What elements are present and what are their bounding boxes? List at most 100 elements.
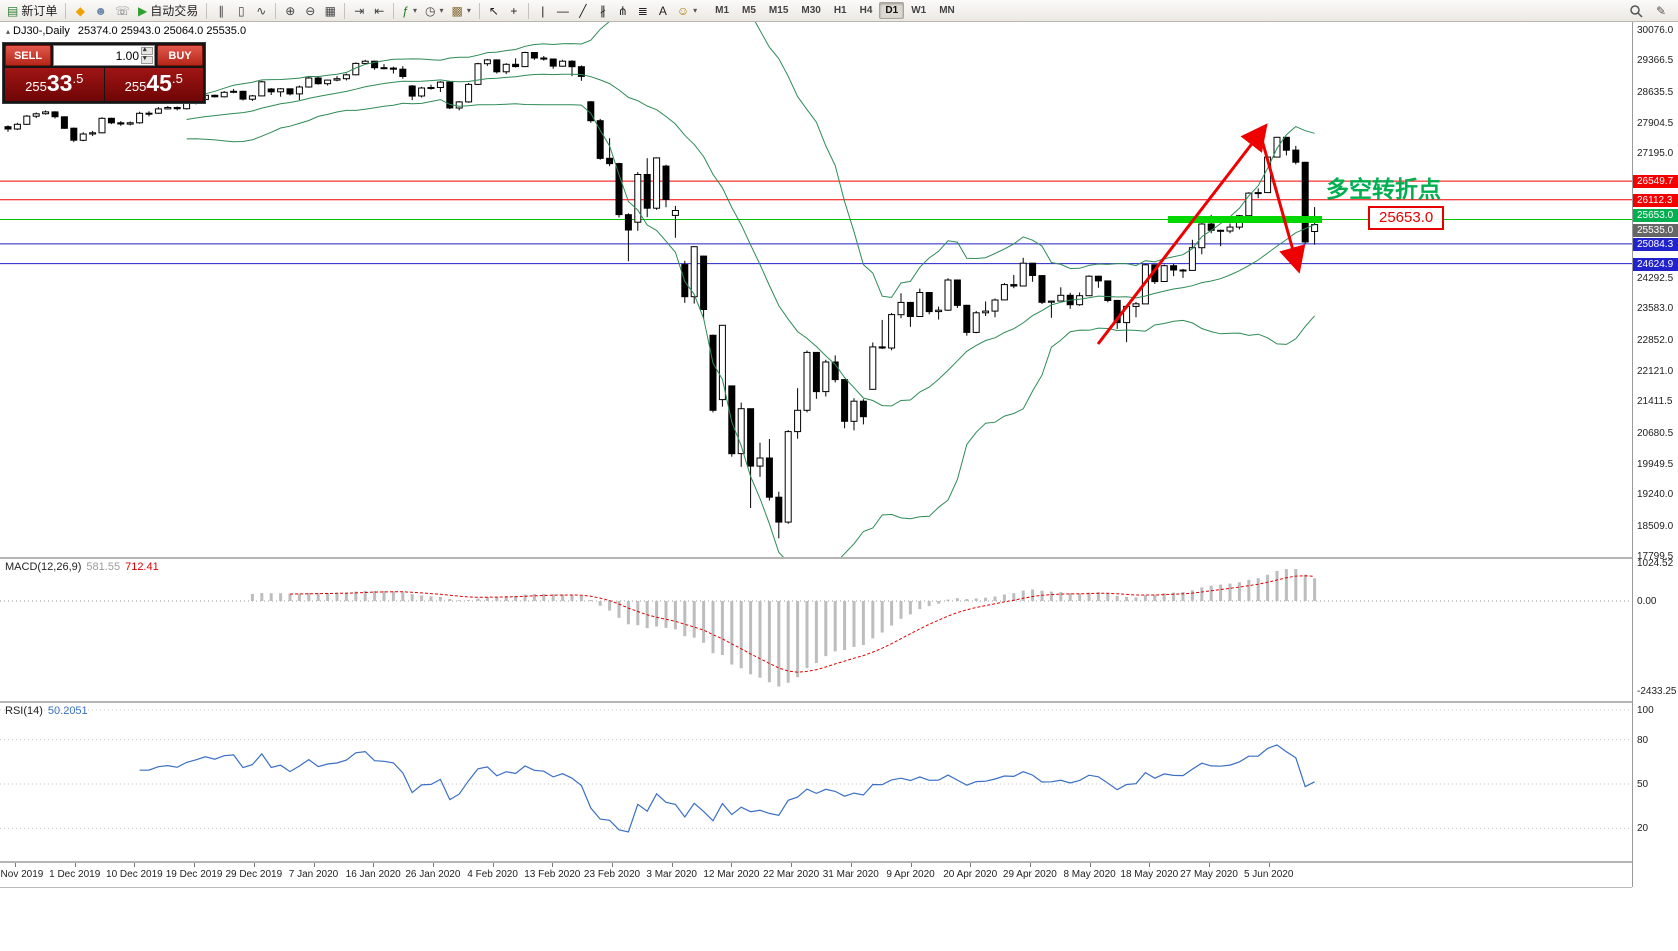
buy-price-big-digits: 45 [146,70,172,96]
price-level-annotation[interactable]: 25653.0 [1368,206,1445,230]
timeframe-mn-button[interactable]: MN [939,5,955,16]
rsi-name: RSI(14) [5,705,43,717]
mql5-button[interactable]: ◆ [70,1,90,21]
time-axis-tick [373,863,375,867]
new-order-button-label: 新订单 [21,4,58,18]
rsi-canvas[interactable] [0,703,1632,861]
timeframe-m5-button[interactable]: M5 [742,5,756,16]
auto-scroll-button[interactable]: ⇥ [349,1,369,21]
trendline-button[interactable]: ╱ [573,1,593,21]
macd-canvas[interactable] [0,559,1632,701]
profile-button[interactable]: ☻ [90,1,111,21]
trend-arrow-2[interactable] [1260,139,1306,274]
vertical-line-button[interactable]: | [533,1,553,21]
support-zone-bar[interactable] [1168,216,1322,223]
support-button[interactable]: ☏ [111,1,134,21]
line-chart-button[interactable]: ∿ [251,1,271,21]
fibonacci-button[interactable]: ≣ [633,1,653,21]
chart-symbol-period: DJ30-,Daily [13,25,70,37]
time-axis-tick [1268,863,1270,867]
cursor-icon: ↖ [488,3,499,18]
price-axis-label: 19240.0 [1637,489,1674,501]
indicators-button[interactable]: ƒ ▾ [398,1,421,21]
time-axis-tick [1149,863,1151,867]
price-axis-label: 23583.0 [1637,303,1674,315]
time-axis-label: 12 Mar 2020 [703,869,760,880]
new-order-button[interactable]: ▤ 新订单 [3,1,61,21]
toolbar-separator [393,2,395,19]
volume-field[interactable]: 1.00 [53,45,155,66]
arrows-button[interactable]: ☺ ▾ [673,1,701,21]
pitchfork-button[interactable]: ⋔ [613,1,633,21]
rsi-axis-label: 100 [1637,705,1654,716]
text-button[interactable]: A [653,1,673,21]
buy-price[interactable]: 255 45.5 [104,68,203,101]
time-axis-label: 26 Jan 2020 [405,869,461,880]
price-chart-canvas[interactable] [0,22,1632,557]
price-axis-label: 30076.0 [1637,25,1674,36]
buy-button[interactable]: BUY [157,45,203,66]
rsi-axis-label: 80 [1637,734,1649,746]
auto-trading-button[interactable]: ▶ 自动交易 [134,1,202,21]
timeframe-m1-button[interactable]: M1 [715,5,730,16]
time-axis-tick [552,863,554,867]
candlesticks [4,51,1319,539]
time-axis-label: 27 May 2020 [1180,869,1238,880]
bar-chart-button[interactable]: ∥ [211,1,231,21]
price-axis-label: 17799.5 [1637,551,1674,562]
zoom-out-button[interactable]: ⊖ [300,1,320,21]
cursor-button[interactable]: ↖ [484,1,504,21]
turning-point-annotation[interactable]: 多空转折点 [1326,176,1441,202]
search-button[interactable] [1625,1,1647,21]
time-axis-label: 8 May 2020 [1063,869,1116,880]
chart-shift-button[interactable]: ⇤ [369,1,389,21]
chart-shift-icon: ⇤ [374,3,385,18]
mql5-icon: ◆ [75,3,85,18]
trend-arrow-1[interactable] [1096,123,1268,345]
timeframe-w1-button[interactable]: W1 [911,5,927,16]
rsi-panel-separator[interactable] [0,701,1678,703]
sell-price-prefix: 255 [25,79,47,94]
price-axis[interactable]: 30076.029366.528635.527904.527195.026464… [1632,22,1678,887]
time-axis-tick [253,863,255,867]
volume-down-icon[interactable] [141,54,153,64]
price-axis-label: 27195.0 [1637,148,1674,160]
quick-edit-button[interactable]: ✎ [1651,1,1671,21]
macd-signal-value: 712.41 [125,561,159,573]
timeframe-m15-button[interactable]: M15 [768,5,789,16]
macd-axis-label: 1024.52 [1637,558,1674,569]
channel-button[interactable]: ∦ [593,1,613,21]
time-axis-separator[interactable] [0,861,1678,863]
buy-price-prefix: 255 [124,79,147,94]
time-axis-tick [791,863,793,867]
zoom-in-icon: ⊕ [285,3,296,18]
volume-value[interactable]: 1.00 [115,48,139,63]
zoom-out-icon: ⊖ [305,3,316,18]
tile-windows-button[interactable]: ▦ [320,1,340,21]
periods-button[interactable]: ◷ ▾ [421,1,448,21]
price-axis-label: 22121.0 [1637,365,1674,377]
volume-up-icon[interactable] [141,45,153,55]
sell-button[interactable]: SELL [5,45,51,66]
time-axis-label: 23 Feb 2020 [583,869,641,880]
bollinger-upper-band [186,22,1315,298]
pencil-icon: ✎ [1655,3,1667,18]
horizontal-line-button[interactable]: — [553,1,573,21]
zoom-in-button[interactable]: ⊕ [280,1,300,21]
timeframe-h4-button[interactable]: H4 [859,5,873,16]
candlestick-chart-button[interactable]: ▯ [231,1,251,21]
time-axis-label: 5 Jun 2020 [1243,869,1294,880]
crosshair-button[interactable]: + [504,1,524,21]
templates-button[interactable]: ▩ ▾ [447,1,474,21]
timeframe-h1-button[interactable]: H1 [833,5,847,16]
timeframe-m30-button[interactable]: M30 [801,5,821,16]
time-axis-tick [492,863,494,867]
macd-panel-separator[interactable] [0,557,1678,559]
rsi-panel: RSI(14) 50.2051 [0,703,1632,861]
timeframe-d1-button[interactable]: D1 [879,2,905,19]
time-axis-label: 20 Apr 2020 [943,869,998,880]
time-axis-tick [671,863,673,867]
pitchfork-icon: ⋔ [617,3,628,18]
sell-price[interactable]: 255 33.5 [5,68,104,101]
